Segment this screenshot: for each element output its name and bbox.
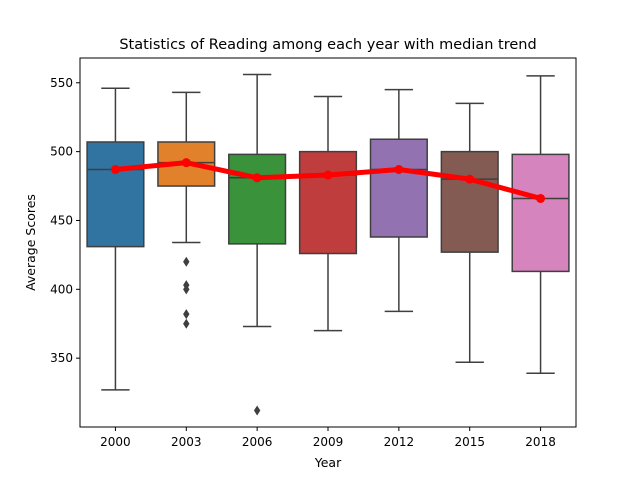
median-trend-point [323,170,333,180]
iqr-box [511,153,570,273]
box-2012 [369,88,428,313]
box-2000 [86,87,145,391]
iqr-box [298,150,358,255]
box-2009 [298,95,358,332]
y-tick-label: 450 [50,213,73,227]
chart-title: Statistics of Reading among each year wi… [119,37,536,53]
outlier-marker [183,256,190,267]
iqr-box [440,150,499,253]
y-axis-label: Average Scores [23,194,38,291]
y-tick-label: 350 [50,351,73,365]
x-tick-label: 2015 [454,435,485,449]
x-axis-label: Year [314,455,342,470]
box-2018 [511,75,570,375]
x-tick-label: 2009 [313,435,344,449]
iqr-box [86,141,145,248]
median-trend-point [181,158,191,168]
x-tick-label: 2003 [171,435,202,449]
median-trend-point [536,193,546,203]
x-tick-label: 2012 [384,435,415,449]
x-tick-label: 2000 [100,435,131,449]
x-tick-label: 2006 [242,435,273,449]
outlier-marker [183,284,190,295]
median-trend-point [110,165,120,175]
outlier-marker [253,405,261,416]
box-2015 [440,102,499,364]
y-tick-label: 500 [50,145,73,159]
median-trend-point [252,173,262,183]
median-trend-point [465,174,475,184]
plot-frame [79,57,577,428]
iqr-box [369,138,428,238]
y-tick-label: 400 [50,282,73,296]
outlier-marker [183,318,190,329]
box-2003 [157,91,216,329]
y-tick-label: 550 [50,76,73,90]
axis-ticks: 2000 2003 2006 2009 2012 2015 2018 350 400 450 500… [50,76,556,449]
plot-area [86,73,570,416]
iqr-box [228,153,287,245]
median-trend-point [394,165,404,175]
outlier-marker [183,309,190,320]
x-tick-label: 2018 [525,435,556,449]
